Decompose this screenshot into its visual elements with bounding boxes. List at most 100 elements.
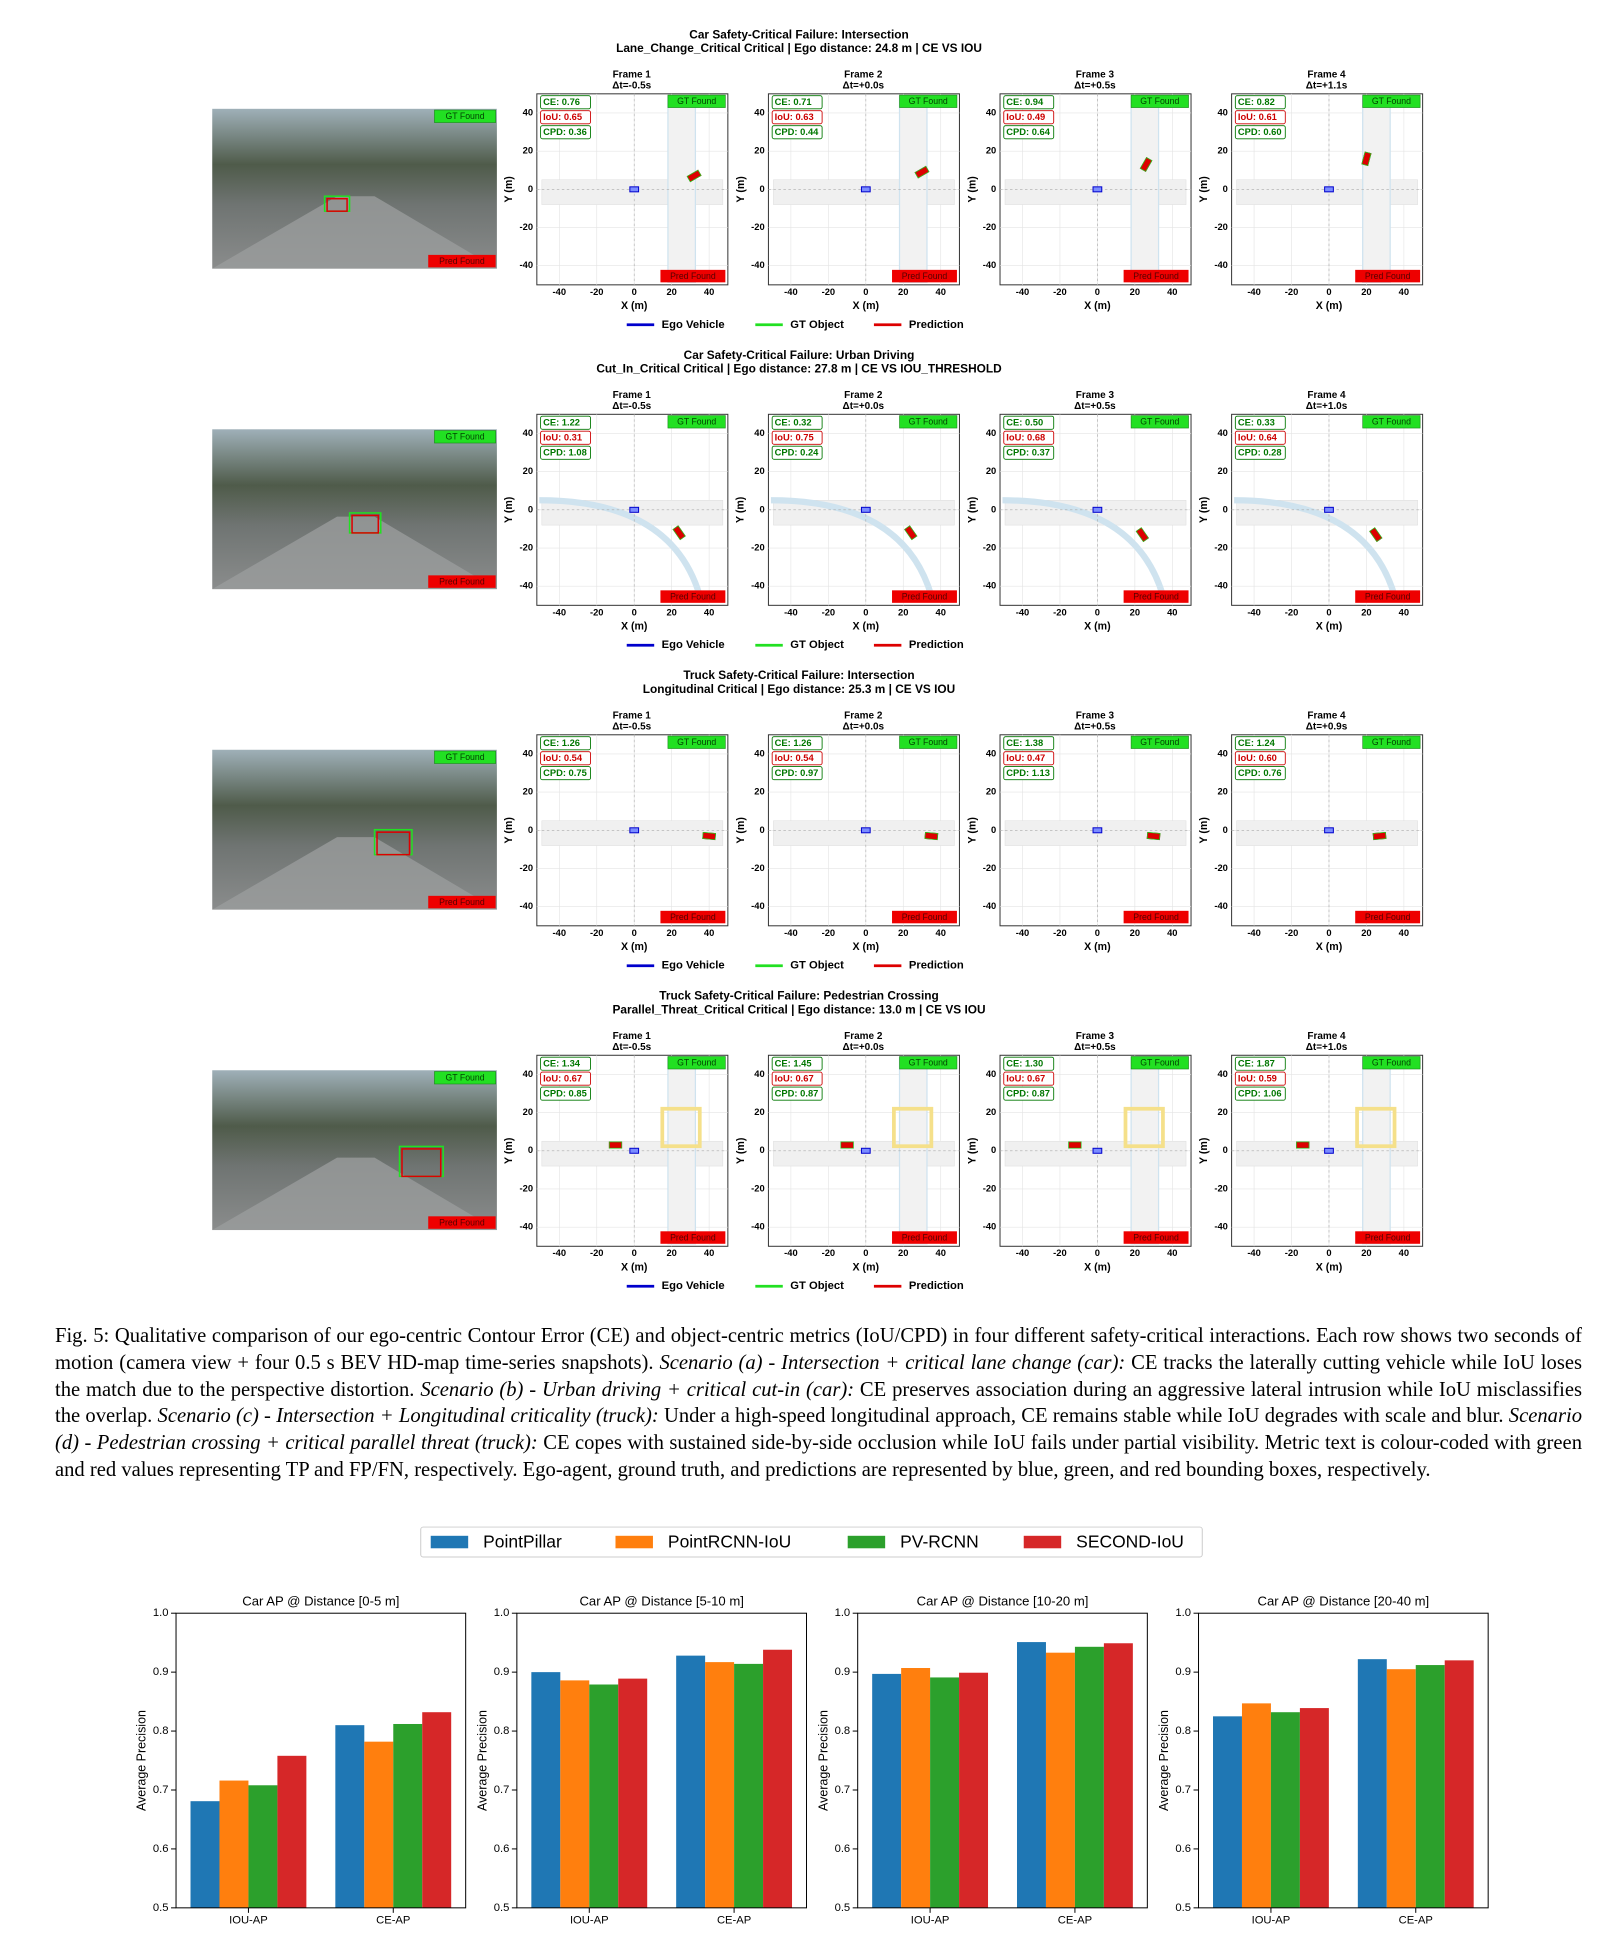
bev-y-tick-label: -40 <box>751 581 765 591</box>
frame-label: Frame 2 <box>844 390 883 401</box>
metric-box <box>1003 751 1055 766</box>
bar <box>1045 1652 1075 1908</box>
bev-x-label: X (m) <box>1316 1261 1343 1273</box>
bev-y-tick-label: 0 <box>759 1145 764 1155</box>
legend-label: Prediction <box>909 1280 964 1292</box>
plot-frame <box>175 1612 467 1909</box>
frame-dt: Δt=+0.5s <box>1074 401 1116 412</box>
metric-iou: IoU: 0.61 <box>1238 112 1277 122</box>
gt-tag <box>899 1056 958 1070</box>
bev-y-tick-label: -20 <box>520 1183 534 1193</box>
metric-iou: IoU: 0.68 <box>1006 432 1045 442</box>
legend-swatch <box>1023 1535 1062 1549</box>
bar <box>335 1725 365 1908</box>
pred-label: Pred Found <box>902 592 948 602</box>
legend-label: PV-RCNN <box>900 1531 979 1551</box>
bev-y-tick-label: -40 <box>1214 260 1228 270</box>
metric-cpd: CPD: 1.08 <box>543 447 587 457</box>
gt-box <box>914 165 930 179</box>
legend-label: Ego Vehicle <box>662 960 725 972</box>
y-tick-label: 0.7 <box>1175 1784 1191 1796</box>
ego-vehicle <box>860 186 871 193</box>
y-tick-label: 0.7 <box>835 1784 851 1796</box>
metric-box <box>540 445 591 460</box>
bev-y-label: Y (m) <box>1198 1138 1210 1164</box>
bev-x-tick-label: 0 <box>863 607 868 617</box>
frame-dt: Δt=-0.5s <box>612 80 651 91</box>
pred-label: Pred Found <box>1133 271 1179 281</box>
frame-label: Frame 2 <box>844 711 883 722</box>
bev-y-tick-label: 40 <box>754 107 764 117</box>
bev-crossing <box>892 1106 934 1149</box>
gt-box <box>1369 527 1383 542</box>
bev-x-tick-label: -40 <box>784 287 798 297</box>
bar <box>277 1755 307 1908</box>
bev-y-tick-label: -20 <box>983 863 997 873</box>
legend-label: GT Object <box>790 960 844 972</box>
pred-label: Pred Found <box>902 271 948 281</box>
metric-box <box>1003 1071 1055 1086</box>
legend-label: PointPillar <box>483 1531 562 1551</box>
bev-y-tick-label: -20 <box>751 222 765 232</box>
pred-tag <box>660 590 726 603</box>
bev-y-tick-label: 20 <box>523 787 533 797</box>
bev-y-tick-label: -40 <box>1214 901 1228 911</box>
y-tick-label: 0.8 <box>835 1725 851 1737</box>
frame-dt: Δt=+1.1s <box>1306 80 1348 91</box>
bev-x-tick-label: -20 <box>590 1248 604 1258</box>
metric-ce: CE: 1.30 <box>1006 1058 1043 1068</box>
pred-label: Pred Found <box>670 912 716 922</box>
y-tick-label: 1.0 <box>153 1607 169 1619</box>
frame-dt: Δt=+0.9s <box>1306 721 1348 732</box>
pred-tag <box>1123 269 1189 283</box>
bev-x-tick-label: -20 <box>822 1248 836 1258</box>
x-tick-label: IOU-AP <box>570 1914 609 1926</box>
pred-tag <box>660 269 726 283</box>
bev-x-tick-label: -20 <box>1285 1248 1299 1258</box>
figure-caption: Fig. 5: Qualitative comparison of our eg… <box>55 1323 1582 1484</box>
bev-x-tick-label: -20 <box>1053 607 1067 617</box>
gt-box <box>686 169 702 183</box>
legend-swatch <box>430 1535 469 1549</box>
y-axis-label: Average Precision <box>475 1710 489 1811</box>
bev-x-tick-label: 0 <box>1326 607 1331 617</box>
bev-x-tick-label: -40 <box>1247 607 1261 617</box>
bar <box>705 1662 735 1908</box>
bev-x-tick-label: 40 <box>936 1248 946 1258</box>
bev-y-tick-label: 40 <box>523 428 533 438</box>
metric-iou: IoU: 0.67 <box>1006 1073 1045 1083</box>
bev-x-tick-label: -40 <box>1016 287 1030 297</box>
metric-cpd: CPD: 0.28 <box>1238 447 1282 457</box>
y-tick-label: 0.8 <box>1175 1725 1191 1737</box>
bar <box>1016 1642 1046 1908</box>
gt-label: GT Found <box>1372 417 1411 427</box>
legend-label: Prediction <box>909 960 964 972</box>
legend-label: GT Object <box>790 639 844 651</box>
frame-dt: Δt=-0.5s <box>612 721 651 732</box>
gt-tag <box>1362 735 1421 749</box>
bev-x-tick-label: -40 <box>1247 1248 1261 1258</box>
chart-title: Car AP @ Distance [5-10 m] <box>579 1593 743 1608</box>
frame-dt: Δt=+0.0s <box>843 80 885 91</box>
metric-box <box>1234 110 1286 125</box>
metric-iou: IoU: 0.67 <box>775 1073 814 1083</box>
gt-label: GT Found <box>1140 1058 1179 1068</box>
metric-box <box>1234 125 1286 140</box>
y-tick-label: 0.6 <box>1175 1843 1191 1855</box>
bev-y-tick-label: -20 <box>1214 863 1228 873</box>
gt-label: GT Found <box>909 1058 948 1068</box>
bev-y-tick-label: 0 <box>991 504 996 514</box>
frame-label: Frame 1 <box>613 711 652 722</box>
metric-ce: CE: 0.82 <box>1238 97 1275 107</box>
bev-y-tick-label: -40 <box>520 1222 534 1232</box>
bev-y-tick-label: 40 <box>986 428 996 438</box>
metric-box <box>540 751 591 766</box>
bev-y-label: Y (m) <box>735 176 747 202</box>
bev-x-label: X (m) <box>621 620 648 632</box>
bar <box>872 1673 902 1908</box>
bev-y-tick-label: -20 <box>751 1183 765 1193</box>
bev-y-label: Y (m) <box>503 817 515 843</box>
ego-vehicle <box>860 1147 871 1154</box>
bev-x-label: X (m) <box>621 1261 648 1273</box>
pred-tag <box>1123 1231 1189 1244</box>
